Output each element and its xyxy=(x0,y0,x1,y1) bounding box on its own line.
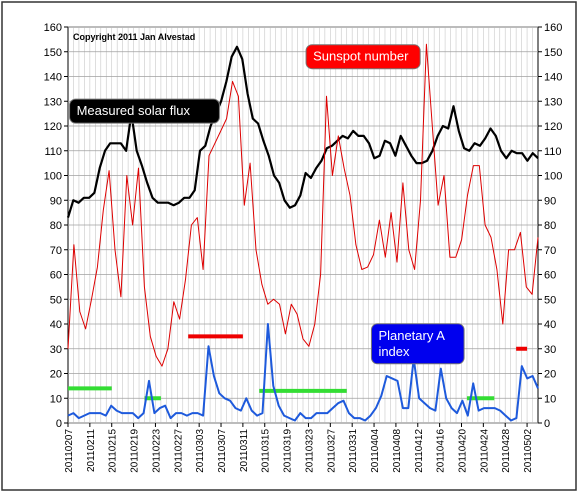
copyright-text: Copyright 2011 Jan Alvestad xyxy=(73,32,195,42)
x-tick-label: 20110315 xyxy=(261,429,272,473)
y-tick-label: 50 xyxy=(50,294,62,306)
y-tick-label: 140 xyxy=(44,72,62,84)
y-tick-label: 40 xyxy=(50,319,62,331)
x-tick-label: 20110307 xyxy=(217,429,228,473)
y-tick-label-right: 120 xyxy=(544,121,562,133)
y-tick-label: 30 xyxy=(50,344,62,356)
left-axis-ticks: 0 10 20 30 40 50 60 70 80 90 100 110 120 130 140 150 160 xyxy=(44,22,68,430)
y-tick-label: 60 xyxy=(50,270,62,282)
y-tick-label: 150 xyxy=(44,47,62,59)
annotation-text: Sunspot number xyxy=(313,49,409,64)
x-tick-label: 20110408 xyxy=(392,429,403,473)
x-tick-label: 20110311 xyxy=(239,429,250,472)
x-tick-label: 20110502 xyxy=(523,429,534,473)
x-tick-label: 20110420 xyxy=(457,429,468,473)
x-tick-label: 20110424 xyxy=(479,429,490,473)
x-tick-label: 20110219 xyxy=(130,429,141,473)
y-tick-label-right: 30 xyxy=(544,344,556,356)
x-axis-ticks: 20110207 20110211 20110215 20110219 20110223… xyxy=(64,423,534,473)
y-tick-label-right: 150 xyxy=(544,47,562,59)
y-tick-label-right: 80 xyxy=(544,220,556,232)
series-line xyxy=(66,45,539,218)
x-tick-label: 20110215 xyxy=(108,429,119,473)
x-tick-label: 20110303 xyxy=(195,429,206,473)
x-tick-label: 20110227 xyxy=(173,429,184,473)
x-tick-label: 20110416 xyxy=(436,429,447,473)
y-tick-label-right: 50 xyxy=(544,294,556,306)
x-tick-label: 20110331 xyxy=(348,429,359,473)
annotation-text: Measured solar flux xyxy=(77,103,191,118)
annotation-text: index xyxy=(378,344,410,359)
y-tick-label: 90 xyxy=(50,195,62,207)
annotation-box xyxy=(305,44,421,70)
right-axis-ticks: 0 10 20 30 40 50 60 70 80 90 100 110 120 130 140 150 160 xyxy=(538,22,562,430)
y-tick-label-right: 20 xyxy=(544,369,556,381)
x-tick-label: 20110211 xyxy=(86,429,97,472)
x-tick-label: 20110207 xyxy=(64,429,75,473)
y-tick-label: 80 xyxy=(50,220,62,232)
y-tick-label: 20 xyxy=(50,369,62,381)
y-tick-label: 10 xyxy=(50,393,62,405)
y-tick-label-right: 70 xyxy=(544,245,556,257)
y-tick-label-right: 0 xyxy=(544,418,550,430)
x-tick-label: 20110428 xyxy=(501,429,512,473)
x-tick-label: 20110223 xyxy=(151,429,162,473)
series-line xyxy=(67,43,539,367)
annotation-box xyxy=(370,323,465,365)
y-tick-label-right: 110 xyxy=(544,146,562,158)
y-tick-label-right: 10 xyxy=(544,393,556,405)
series-line xyxy=(67,323,539,422)
annotation-label: Measured solar flux xyxy=(69,98,220,124)
x-tick-label: 20110323 xyxy=(304,429,315,473)
y-tick-label-right: 140 xyxy=(544,72,562,84)
annotation-box xyxy=(69,98,220,124)
y-tick-label: 160 xyxy=(44,22,62,34)
y-tick-label-right: 130 xyxy=(544,96,562,108)
y-tick-label-right: 60 xyxy=(544,270,556,282)
y-tick-label: 130 xyxy=(44,96,62,108)
series-lines xyxy=(66,43,539,422)
y-tick-label: 120 xyxy=(44,121,62,133)
y-tick-label-right: 40 xyxy=(544,319,556,331)
x-tick-label: 20110404 xyxy=(370,429,381,473)
x-tick-label: 20110327 xyxy=(326,429,337,473)
x-tick-label: 20110412 xyxy=(414,429,425,473)
y-tick-label-right: 160 xyxy=(544,22,562,34)
y-tick-label-right: 90 xyxy=(544,195,556,207)
y-tick-label: 100 xyxy=(44,171,62,183)
y-tick-label: 70 xyxy=(50,245,62,257)
y-tick-label: 110 xyxy=(44,146,62,158)
y-tick-label: 0 xyxy=(56,418,62,430)
annotations: Measured solar flux Sunspot number Planeta… xyxy=(69,44,465,365)
annotation-text: Planetary A xyxy=(378,328,445,343)
y-tick-label-right: 100 xyxy=(544,171,562,183)
x-tick-label: 20110319 xyxy=(283,429,294,473)
annotation-label: Sunspot number xyxy=(305,44,421,70)
